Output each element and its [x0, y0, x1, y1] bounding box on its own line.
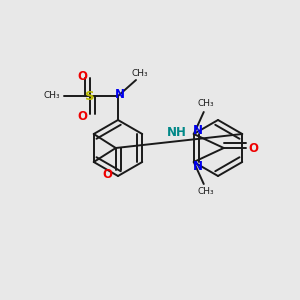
Text: CH₃: CH₃ — [197, 188, 214, 196]
Text: O: O — [249, 142, 259, 154]
Text: O: O — [77, 70, 87, 83]
Text: CH₃: CH₃ — [197, 100, 214, 109]
Text: N: N — [115, 88, 125, 100]
Text: S: S — [85, 89, 95, 103]
Text: O: O — [103, 167, 113, 181]
Text: CH₃: CH₃ — [132, 70, 148, 79]
Text: CH₃: CH₃ — [44, 92, 60, 100]
Text: N: N — [193, 160, 203, 172]
Text: NH: NH — [167, 127, 187, 140]
Text: N: N — [193, 124, 203, 136]
Text: O: O — [77, 110, 87, 122]
